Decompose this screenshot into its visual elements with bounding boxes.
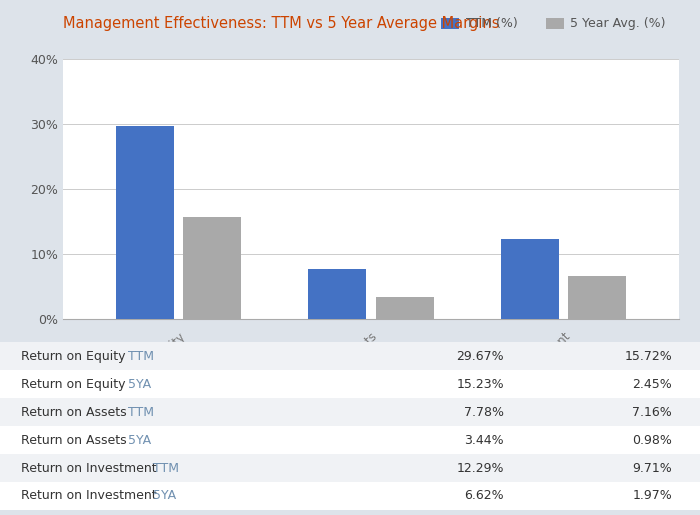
Bar xyxy=(116,126,174,319)
Text: Return on Investment: Return on Investment xyxy=(21,489,157,503)
Text: 7.78%: 7.78% xyxy=(464,406,504,419)
Text: Return on Equity: Return on Equity xyxy=(21,378,125,391)
Bar xyxy=(568,276,626,319)
Text: 7.16%: 7.16% xyxy=(632,406,672,419)
Bar xyxy=(309,269,366,319)
Bar xyxy=(376,297,433,319)
Text: Return on Investment: Return on Investment xyxy=(21,461,157,474)
Text: 1.97%: 1.97% xyxy=(632,489,672,503)
Text: 29.67%: 29.67% xyxy=(456,350,504,363)
Text: 15.23%: 15.23% xyxy=(456,378,504,391)
Text: 5YA: 5YA xyxy=(127,434,150,447)
Text: 2.45%: 2.45% xyxy=(632,378,672,391)
Bar xyxy=(501,239,559,319)
Bar xyxy=(183,217,241,319)
Text: 15.72%: 15.72% xyxy=(624,350,672,363)
Text: 3.44%: 3.44% xyxy=(464,434,504,447)
Text: 5YA: 5YA xyxy=(127,378,150,391)
Text: TTM: TTM xyxy=(127,350,153,363)
Text: TTM (%): TTM (%) xyxy=(466,16,517,30)
Text: Return on Assets: Return on Assets xyxy=(21,434,127,447)
Text: 0.98%: 0.98% xyxy=(632,434,672,447)
Text: Return on Investment: Return on Investment xyxy=(473,331,573,431)
Text: 12.29%: 12.29% xyxy=(456,461,504,474)
Text: Management Effectiveness: TTM vs 5 Year Average Margins: Management Effectiveness: TTM vs 5 Year … xyxy=(63,15,500,31)
Text: Return on Assets: Return on Assets xyxy=(21,406,127,419)
Text: Return on Equity: Return on Equity xyxy=(21,350,125,363)
Text: TTM: TTM xyxy=(153,461,179,474)
Text: Return on Equity: Return on Equity xyxy=(108,331,188,409)
Text: Return on Assets: Return on Assets xyxy=(300,331,380,410)
Text: 5 Year Avg. (%): 5 Year Avg. (%) xyxy=(570,16,666,30)
Text: 5YA: 5YA xyxy=(153,489,176,503)
Text: 6.62%: 6.62% xyxy=(464,489,504,503)
Text: TTM: TTM xyxy=(127,406,153,419)
Text: 9.71%: 9.71% xyxy=(632,461,672,474)
